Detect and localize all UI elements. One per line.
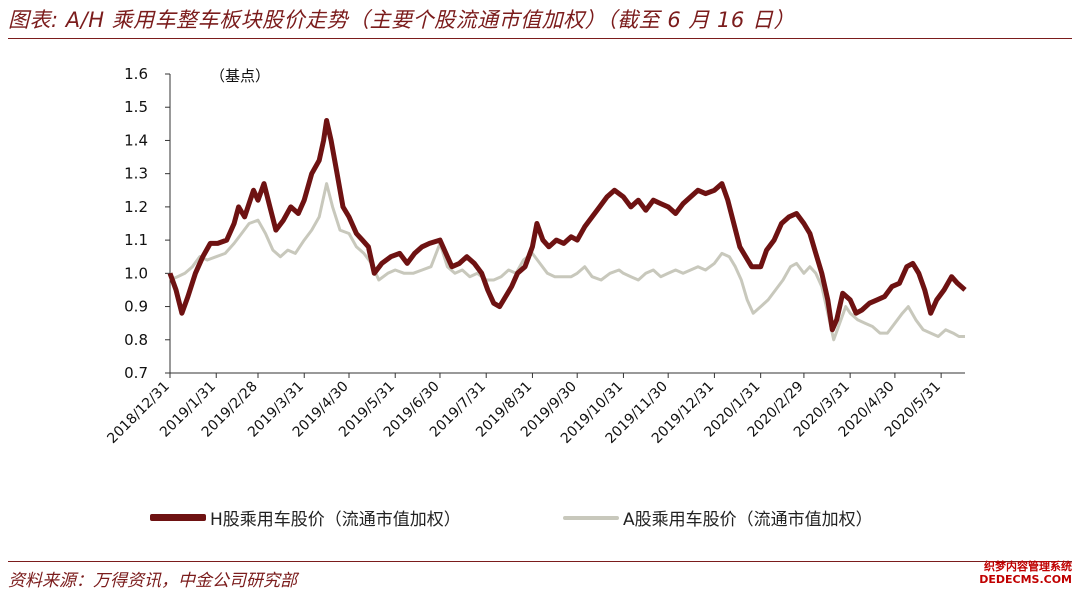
legend-swatch-a-shares [563,515,619,520]
x-axis-ticks: 2018/12/312019/1/312019/2/282019/3/31201… [104,373,944,447]
x-tick-label: 2018/12/31 [104,379,172,447]
y-tick-label: 1.3 [124,165,148,183]
y-tick-label: 0.9 [124,298,148,316]
watermark-text-cn: 织梦内容管理系统 [984,560,1072,573]
y-tick-label: 1.1 [124,231,148,249]
y-axis-ticks: 0.7 0.8 0.9 1.0 1.1 1.2 1.3 1.4 1.5 1.6 [124,65,170,382]
legend-label-a-shares: A股乘用车股价（流通市值加权） [623,510,873,530]
legend-label-h-shares: H股乘用车股价（流通市值加权） [210,510,461,530]
chart-canvas: 0.7 0.8 0.9 1.0 1.1 1.2 1.3 1.4 1.5 1.6 2018/12/3… [104,65,967,447]
y-tick-label: 1.4 [124,131,148,149]
footer-divider [8,561,1072,562]
series-line-a-shares [169,182,965,342]
y-tick-label: 0.7 [124,364,148,382]
legend-item-h-shares: H股乘用车股价（流通市值加权） [150,505,461,530]
series-line-h-shares [167,118,967,333]
watermark-logo: 织梦内容管理系统 DEDECMS.COM [979,560,1072,586]
y-tick-label: 1.0 [124,264,148,282]
title-divider [8,38,1072,39]
y-tick-label: 1.6 [124,65,148,83]
y-axis-unit-label: （基点） [210,67,270,85]
y-tick-label: 1.5 [124,98,148,116]
watermark-text-en: DEDECMS.COM [979,573,1072,586]
chart-legend: H股乘用车股价（流通市值加权） A股乘用车股价（流通市值加权） [0,505,1080,533]
legend-item-a-shares: A股乘用车股价（流通市值加权） [563,505,873,530]
legend-swatch-h-shares [150,514,206,521]
y-tick-label: 1.2 [124,198,148,216]
source-note: 资料来源：万得资讯，中金公司研究部 [8,571,297,591]
y-tick-label: 0.8 [124,331,148,349]
chart-axes [169,74,965,374]
chart-title: 图表: A/H 乘用车整车板块股价走势（主要个股流通市值加权）（截至 6 月 1… [8,8,795,32]
